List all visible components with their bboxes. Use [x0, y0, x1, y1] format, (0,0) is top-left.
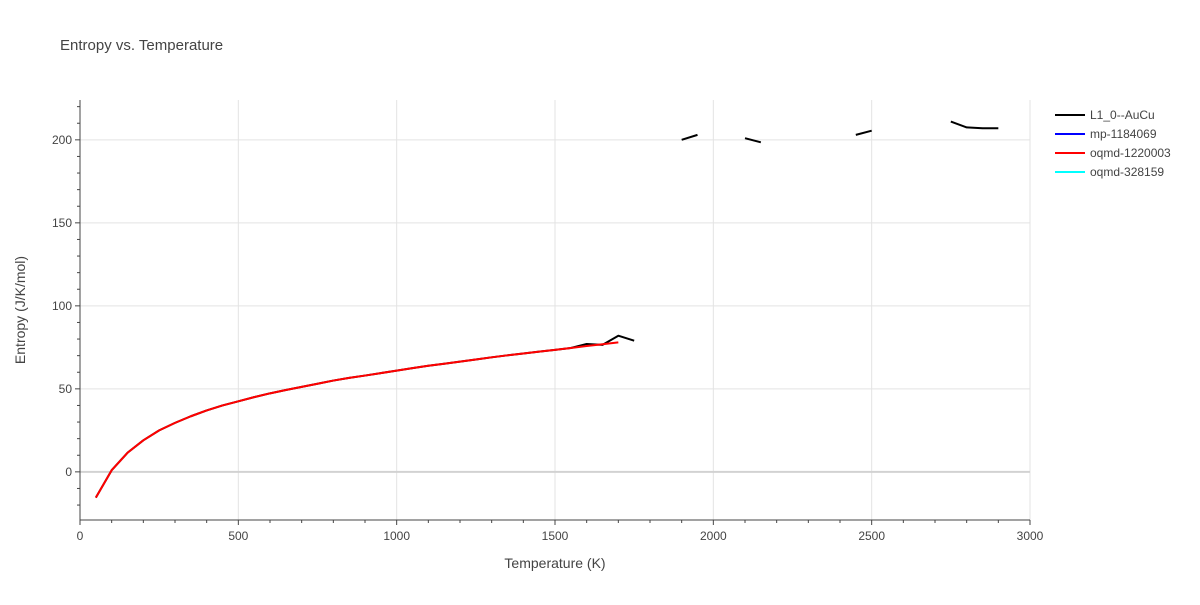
legend-item[interactable]: L1_0--AuCu — [1055, 108, 1155, 122]
axis-layer: 0 500 1000 1500 2000 2500 3000 0 50 100 150 200 — [52, 100, 1044, 543]
x-tick-label: 500 — [228, 529, 248, 543]
series-line — [744, 137, 762, 144]
legend-label: oqmd-1220003 — [1090, 146, 1171, 160]
series-line — [94, 341, 619, 499]
series-line — [681, 133, 698, 141]
legend-item[interactable]: mp-1184069 — [1055, 127, 1157, 141]
x-tick-label: 1000 — [383, 529, 410, 543]
series-oqmd-1220003 — [94, 341, 619, 499]
series-line — [950, 120, 999, 130]
x-tick-label: 3000 — [1017, 529, 1044, 543]
x-tick-label: 2000 — [700, 529, 727, 543]
grid-layer — [80, 100, 1031, 520]
y-axis-title: Entropy (J/K/mol) — [12, 256, 28, 364]
legend[interactable]: L1_0--AuCu mp-1184069 oqmd-1220003 oqmd-328… — [1055, 108, 1171, 179]
x-tick-label: 0 — [77, 529, 84, 543]
y-tick-label: 150 — [52, 216, 72, 230]
y-tick-label: 50 — [59, 382, 73, 396]
y-tick-label: 0 — [65, 465, 72, 479]
x-axis-title: Temperature (K) — [504, 555, 605, 571]
series-layer — [94, 120, 999, 499]
legend-label: mp-1184069 — [1090, 127, 1157, 141]
y-tick-label: 200 — [52, 133, 72, 147]
legend-item[interactable]: oqmd-1220003 — [1055, 146, 1171, 160]
x-tick-label: 1500 — [542, 529, 569, 543]
y-tick-label: 100 — [52, 299, 72, 313]
legend-label: oqmd-328159 — [1090, 165, 1164, 179]
chart-title: Entropy vs. Temperature — [60, 37, 223, 54]
series-line — [855, 129, 872, 136]
legend-item[interactable]: oqmd-328159 — [1055, 165, 1164, 179]
x-tick-label: 2500 — [858, 529, 885, 543]
legend-label: L1_0--AuCu — [1090, 108, 1155, 122]
